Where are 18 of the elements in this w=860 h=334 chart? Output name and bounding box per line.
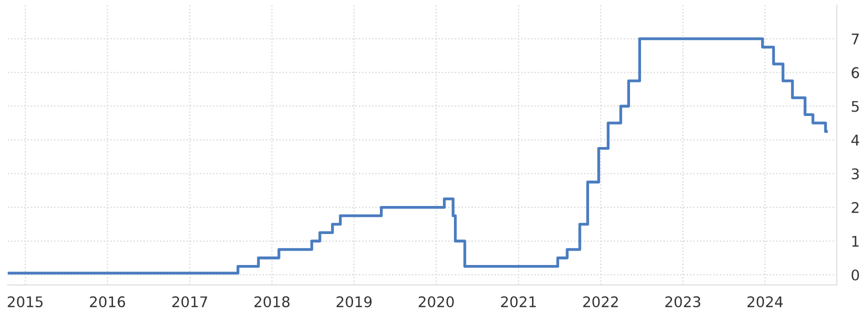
y-tick-label: 7 <box>852 34 859 44</box>
x-tick-label: 2021 <box>501 296 536 308</box>
x-tick-label: 2018 <box>254 296 290 308</box>
x-tick-label: 2015 <box>8 296 43 308</box>
y-tick-label: 1 <box>852 236 859 247</box>
y-tick-label: 6 <box>852 67 860 78</box>
y-tick-label: 3 <box>852 168 859 180</box>
x-tick-label: 2023 <box>665 296 700 308</box>
y-tick-label: 5 <box>852 101 859 112</box>
x-tick-label: 2022 <box>583 296 618 308</box>
x-tick-label: 2024 <box>748 296 783 308</box>
y-tick-label: 4 <box>851 134 860 146</box>
x-tick-label: 2020 <box>418 296 454 308</box>
x-tick-label: 2016 <box>90 296 126 308</box>
y-tick-label: 0 <box>852 270 859 281</box>
y-tick-label: 2 <box>852 202 858 213</box>
x-tick-label: 2017 <box>172 296 208 308</box>
x-tick-label: 2019 <box>336 296 372 308</box>
